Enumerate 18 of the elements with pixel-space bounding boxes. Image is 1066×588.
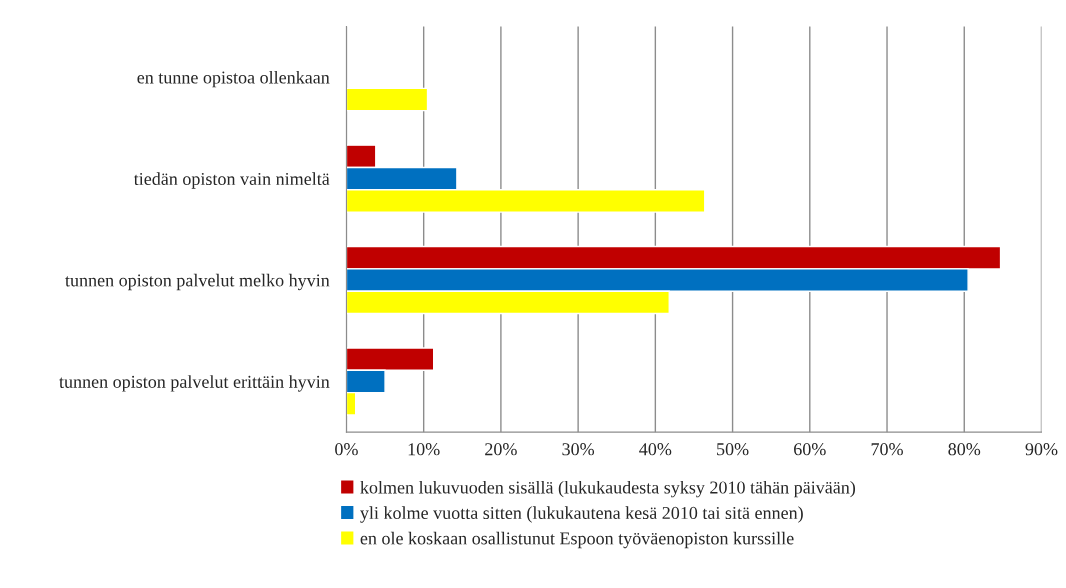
bar — [346, 87, 429, 112]
x-tick-label: 70% — [871, 443, 903, 456]
legend-label: yli kolme vuotta sitten (lukukautena kesä 2010 tai sitä ennen) — [360, 506, 803, 523]
y-tick-label: tunnen opiston palvelut erittäin hyvin — [59, 375, 330, 392]
y-tick-label: en tunne opistoa ollenkaan — [137, 70, 330, 88]
x-tick-label: 30% — [562, 443, 595, 456]
x-tick-label: 80% — [948, 443, 981, 456]
y-tick-label: tunnen opiston palvelut melko hyvin — [65, 273, 330, 291]
legend-label: kolmen lukuvuoden sisällä (lukukaudesta syksy 2010 tähän päivään) — [360, 480, 856, 498]
x-tick-label: 50% — [717, 443, 749, 456]
x-tick-label: 90% — [1025, 443, 1058, 456]
legend-label: en ole koskaan osallistunut Espoon työväenopiston kurssille — [360, 531, 794, 549]
y-tick-label: tiedän opiston vain nimeltä — [133, 172, 330, 189]
x-tick-label: 0% — [335, 443, 358, 456]
x-tick-label: 10% — [408, 443, 440, 456]
x-tick-label: 40% — [639, 443, 672, 456]
x-tick-label: 60% — [794, 443, 826, 456]
x-tick-label: 20% — [485, 443, 517, 456]
